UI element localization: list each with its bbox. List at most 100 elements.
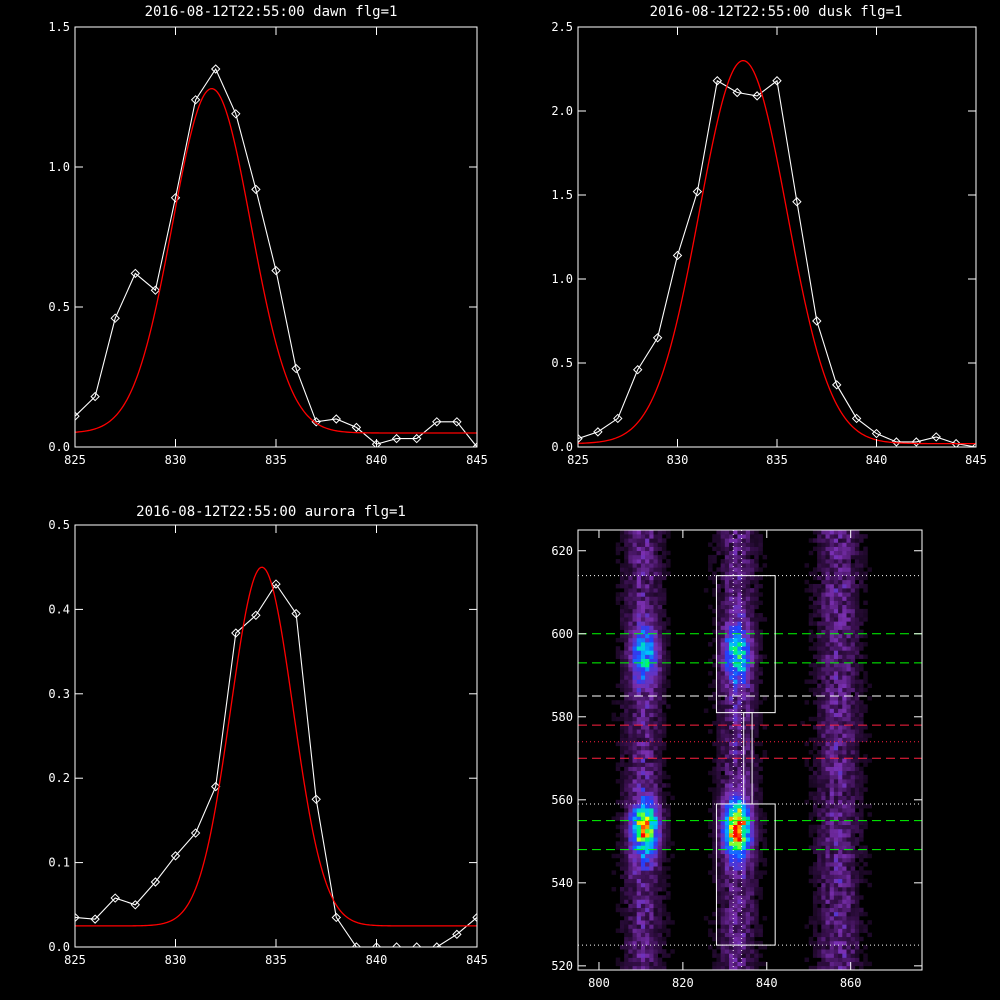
panel-aurora-data-point bbox=[231, 628, 241, 638]
panel-image-xtick-label: 800 bbox=[588, 976, 610, 990]
panel-aurora-data-point bbox=[371, 942, 382, 947]
panel-aurora-ytick-label: 0.1 bbox=[48, 856, 70, 870]
panel-dusk-data-point bbox=[593, 427, 603, 437]
panel-dusk-fit-curve bbox=[578, 59, 976, 445]
panel-dusk-ytick-label: 2.0 bbox=[551, 104, 573, 118]
panel-dawn-ytick-label: 0.5 bbox=[48, 300, 70, 314]
panel-image-axes: 800 820 840 860 520 540 560 580 600 620 bbox=[551, 530, 922, 990]
panel-dusk-data-point bbox=[851, 413, 862, 424]
panel-dusk-plot-area bbox=[578, 59, 976, 447]
panel-dawn-title: 2016-08-12T22:55:00 dawn flg=1 bbox=[145, 4, 398, 20]
panel-aurora-ytick-label: 0.4 bbox=[48, 602, 70, 616]
panel-dawn-data-point bbox=[231, 109, 241, 119]
panel-dawn-ytick-label: 1.5 bbox=[48, 20, 70, 34]
panel-dawn-plot-area bbox=[75, 64, 477, 447]
panel-dusk-data-point bbox=[792, 197, 802, 207]
panel-dusk-data-point bbox=[831, 380, 842, 390]
panel-aurora-xtick-label: 840 bbox=[366, 953, 388, 967]
panel-dusk-data-point bbox=[712, 76, 723, 86]
panel-dusk-data-point bbox=[891, 437, 902, 447]
panel-dawn-data-point bbox=[472, 442, 477, 447]
panel-image-selection-box bbox=[743, 712, 753, 805]
panel-aurora-data-point bbox=[150, 877, 161, 887]
panel-dusk-xtick-label: 840 bbox=[866, 453, 888, 467]
panel-aurora-measured-line bbox=[75, 583, 477, 947]
panel-dusk-data-point bbox=[652, 333, 663, 343]
panel-aurora-xtick-label: 830 bbox=[165, 953, 187, 967]
panel-dusk-ytick-label: 2.5 bbox=[551, 20, 573, 34]
panel-aurora-ytick-label: 0.0 bbox=[48, 940, 70, 954]
panel-image-frame bbox=[577, 529, 923, 971]
panel-dawn-xtick-label: 835 bbox=[265, 453, 287, 467]
panel-image-pixels bbox=[611, 530, 872, 971]
panel-aurora-plot-area bbox=[75, 566, 477, 947]
panel-dawn-data-point bbox=[411, 433, 422, 444]
panel-dawn-ytick-label: 0.0 bbox=[48, 440, 70, 454]
panel-aurora-title: 2016-08-12T22:55:00 aurora flg=1 bbox=[136, 504, 406, 520]
panel-dusk-ytick-label: 1.0 bbox=[551, 272, 573, 286]
panel-dawn-data-point bbox=[432, 417, 442, 427]
panel-aurora-data-point bbox=[271, 579, 281, 589]
panel-dusk-measured-line bbox=[578, 79, 976, 447]
panel-dusk-ytick-label: 0.0 bbox=[551, 440, 573, 454]
panel-dusk: 2016-08-12T22:55:00 dusk flg=1 825 830 835… bbox=[551, 4, 987, 467]
panel-aurora-xtick-label: 835 bbox=[265, 953, 287, 967]
panel-dawn-data-point bbox=[371, 439, 382, 447]
panel-image-xtick-label: 860 bbox=[840, 976, 862, 990]
panel-dusk-data-point bbox=[772, 76, 782, 86]
panel-aurora-data-point bbox=[331, 912, 342, 923]
panel-aurora-data-point bbox=[291, 608, 301, 619]
panel-image-ytick-label: 520 bbox=[551, 959, 573, 973]
panel-dusk-data-point bbox=[971, 442, 976, 447]
panel-aurora-data-point bbox=[110, 893, 120, 903]
panel-dusk-data-point bbox=[931, 432, 941, 442]
panel-aurora-data-point bbox=[170, 851, 181, 861]
panel-aurora-data-point bbox=[210, 781, 221, 792]
panel-dawn-data-point bbox=[331, 414, 342, 424]
panel-dawn-data-point bbox=[351, 422, 362, 433]
panel-aurora-ytick-label: 0.3 bbox=[48, 687, 70, 701]
panel-aurora-xtick-label: 845 bbox=[466, 953, 488, 967]
panel-dawn-data-point bbox=[75, 411, 80, 421]
panel-dusk-data-point bbox=[812, 316, 822, 326]
panel-dawn-data-point bbox=[90, 391, 100, 402]
panel-dawn-axes: 825 830 835 840 845 0.0 0.5 1.0 1.5 bbox=[48, 20, 488, 467]
panel-dawn-ytick-label: 1.0 bbox=[48, 160, 70, 174]
panel-dawn-xtick-label: 840 bbox=[366, 453, 388, 467]
panel-aurora-data-point bbox=[311, 794, 321, 805]
panel-dusk-xtick-label: 845 bbox=[965, 453, 987, 467]
panel-dusk-xtick-label: 835 bbox=[766, 453, 788, 467]
panel-dusk-data-point bbox=[911, 437, 922, 447]
panel-image-ytick-label: 560 bbox=[551, 793, 573, 807]
panel-dusk-xtick-label: 830 bbox=[667, 453, 689, 467]
panel-aurora-data-point bbox=[391, 942, 402, 947]
panel-aurora-data-point bbox=[190, 828, 201, 838]
panel-aurora-axes: 825 830 835 840 845 0.0 0.1 0.2 0.3 0.4 0.5 bbox=[48, 518, 488, 967]
panel-aurora-data-point bbox=[452, 929, 462, 940]
panel-dawn-data-point bbox=[210, 64, 221, 74]
panel-dawn-fit-curve bbox=[75, 87, 477, 434]
panel-dawn-measured-line bbox=[75, 67, 477, 447]
panel-aurora-ytick-label: 0.2 bbox=[48, 771, 70, 785]
panel-dawn-xtick-label: 845 bbox=[466, 453, 488, 467]
panel-image-plot-area bbox=[578, 530, 922, 971]
panel-image: 800 820 840 860 520 540 560 580 600 620 bbox=[551, 529, 923, 990]
panel-dawn-data-point bbox=[251, 184, 261, 195]
panel-dusk-axes: 825 830 835 840 845 0.0 0.5 1.0 1.5 2.0 2.5 bbox=[551, 20, 987, 467]
panel-aurora-ytick-label: 0.5 bbox=[48, 518, 70, 532]
panel-dawn-data-point bbox=[391, 433, 402, 444]
panel-aurora-data-point bbox=[472, 912, 477, 923]
panel-dawn-data-point bbox=[271, 265, 281, 276]
panel-aurora-data-point bbox=[75, 912, 80, 923]
panel-dawn-data-point bbox=[150, 285, 161, 295]
panel-aurora-fit-curve bbox=[75, 566, 477, 927]
panel-aurora-data-point bbox=[351, 942, 362, 947]
panel-dawn-data-point bbox=[110, 313, 120, 323]
panel-dawn-data-point bbox=[291, 363, 301, 374]
panel-dusk-title: 2016-08-12T22:55:00 dusk flg=1 bbox=[650, 4, 903, 20]
panel-aurora-xtick-label: 825 bbox=[64, 953, 86, 967]
panel-image-overlays bbox=[578, 530, 922, 970]
panel-image-ytick-label: 580 bbox=[551, 710, 573, 724]
panel-dusk-data-point bbox=[951, 438, 961, 447]
